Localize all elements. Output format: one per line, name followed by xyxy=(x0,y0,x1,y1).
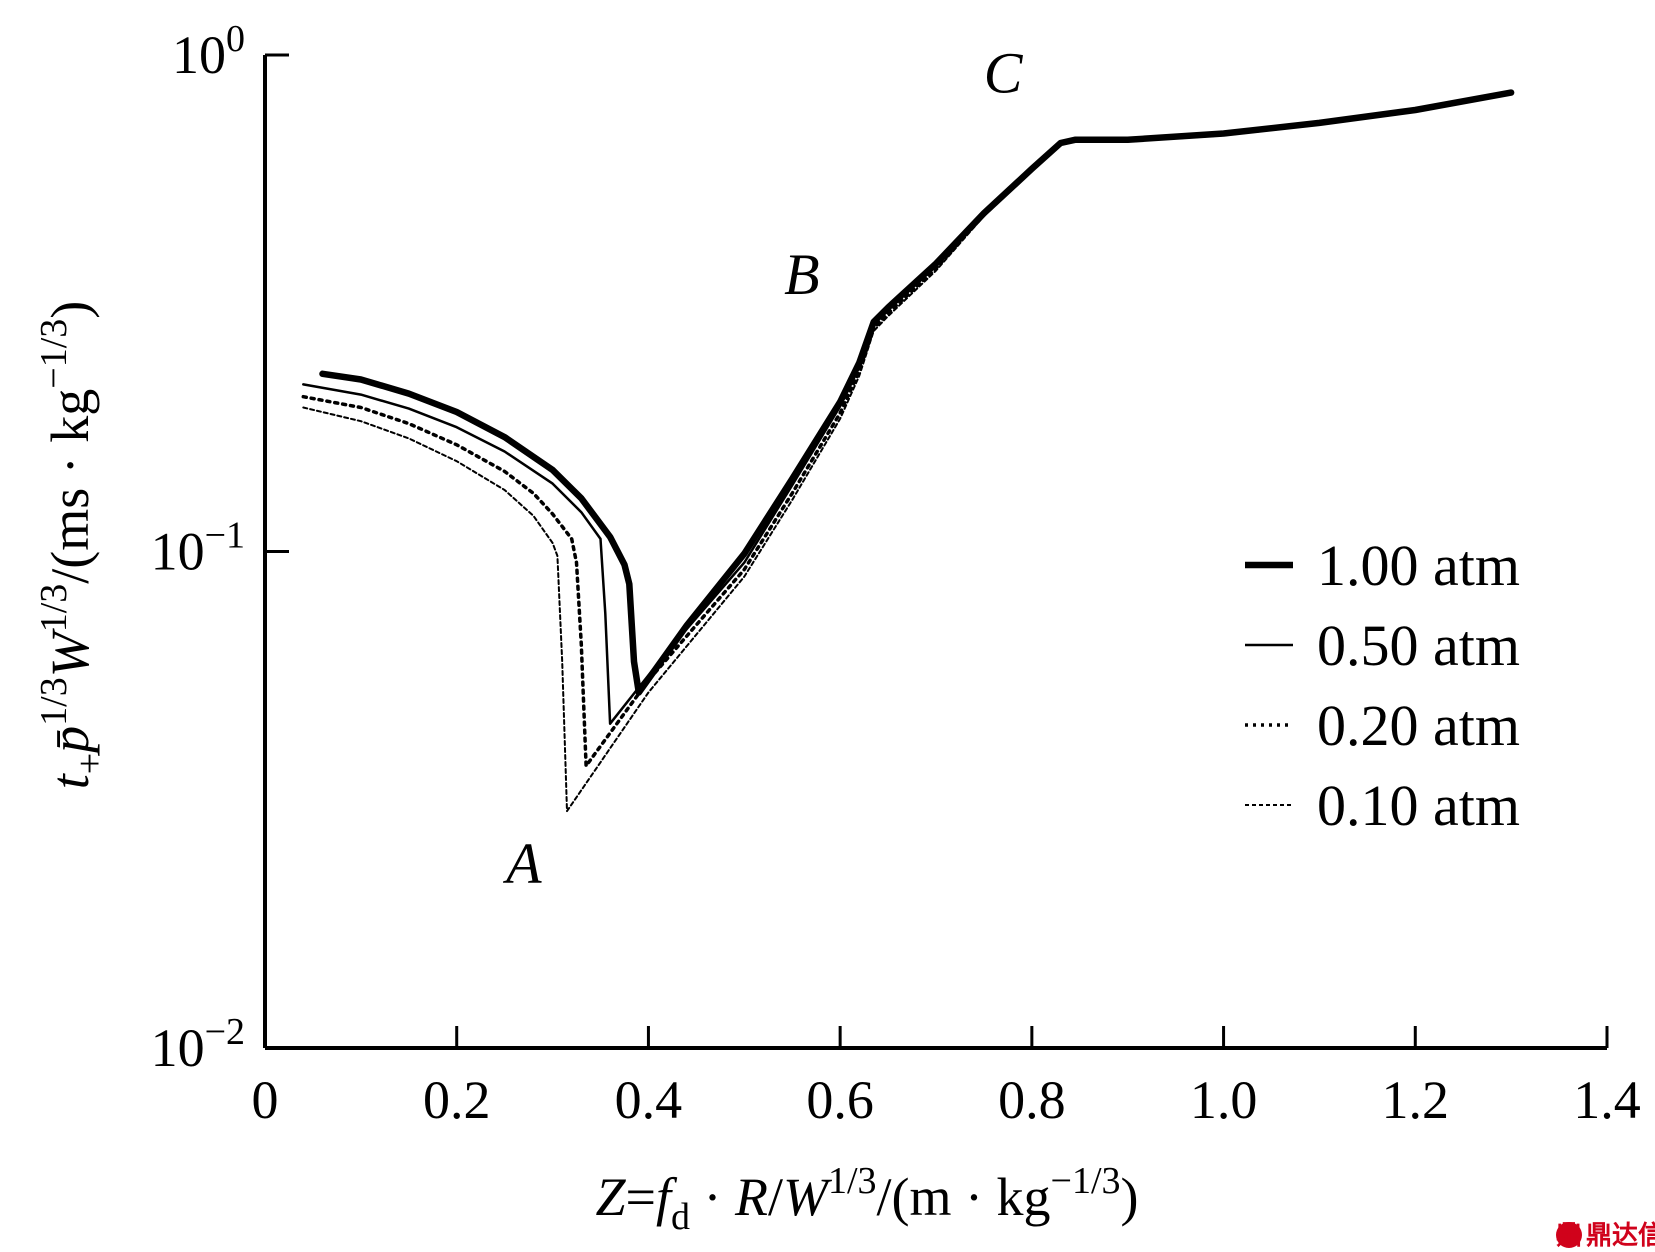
annotations: A B C xyxy=(502,41,1024,896)
x-tick-label: 1.2 xyxy=(1382,1070,1450,1130)
series-layer xyxy=(301,89,1515,813)
y-tick-label: 10−1 xyxy=(151,515,245,582)
annotation-label: A xyxy=(502,831,542,896)
series-line-3 xyxy=(302,93,1513,813)
x-tick-label: 0.2 xyxy=(423,1070,491,1130)
y-axis-title: t+p̄1/3W1/3/(ms · kg−1/3) xyxy=(33,301,111,790)
x-tick-label: 0.4 xyxy=(615,1070,683,1130)
annotation-label: C xyxy=(984,41,1024,106)
x-axis-title: Z=fd · R/W1/3/(m · kg−1/3) xyxy=(595,1160,1138,1238)
watermark: 鼎 鼎达信 xyxy=(1556,1221,1655,1251)
watermark-text: 鼎达信 xyxy=(1586,1221,1655,1251)
annotation-label: B xyxy=(784,242,819,307)
series-line-0 xyxy=(319,89,1515,696)
x-tick-label: 0.8 xyxy=(998,1070,1066,1130)
watermark-logo-icon xyxy=(1556,1222,1582,1248)
legend-label-2: 0.20 atm xyxy=(1317,693,1520,758)
legend-label-1: 0.50 atm xyxy=(1317,613,1520,678)
x-tick-label: 1.4 xyxy=(1573,1070,1641,1130)
x-tick-label: 0.6 xyxy=(806,1070,874,1130)
x-tick-label: 0 xyxy=(252,1070,279,1130)
y-tick-label: 10−2 xyxy=(151,1011,245,1078)
y-tick-label: 100 xyxy=(172,18,245,85)
x-tick-label: 1.0 xyxy=(1190,1070,1258,1130)
ticks: 0 0.2 0.4 0.6 0.8 1.0 1.2 1.4 10−2 10−1 100 xyxy=(151,18,1641,1130)
legend-label-0: 1.00 atm xyxy=(1317,533,1520,598)
watermark-logo-glyph: 鼎 xyxy=(1556,1221,1582,1251)
legend: 1.00 atm 0.50 atm 0.20 atm 0.10 atm xyxy=(1245,533,1520,838)
legend-label-3: 0.10 atm xyxy=(1317,773,1520,838)
